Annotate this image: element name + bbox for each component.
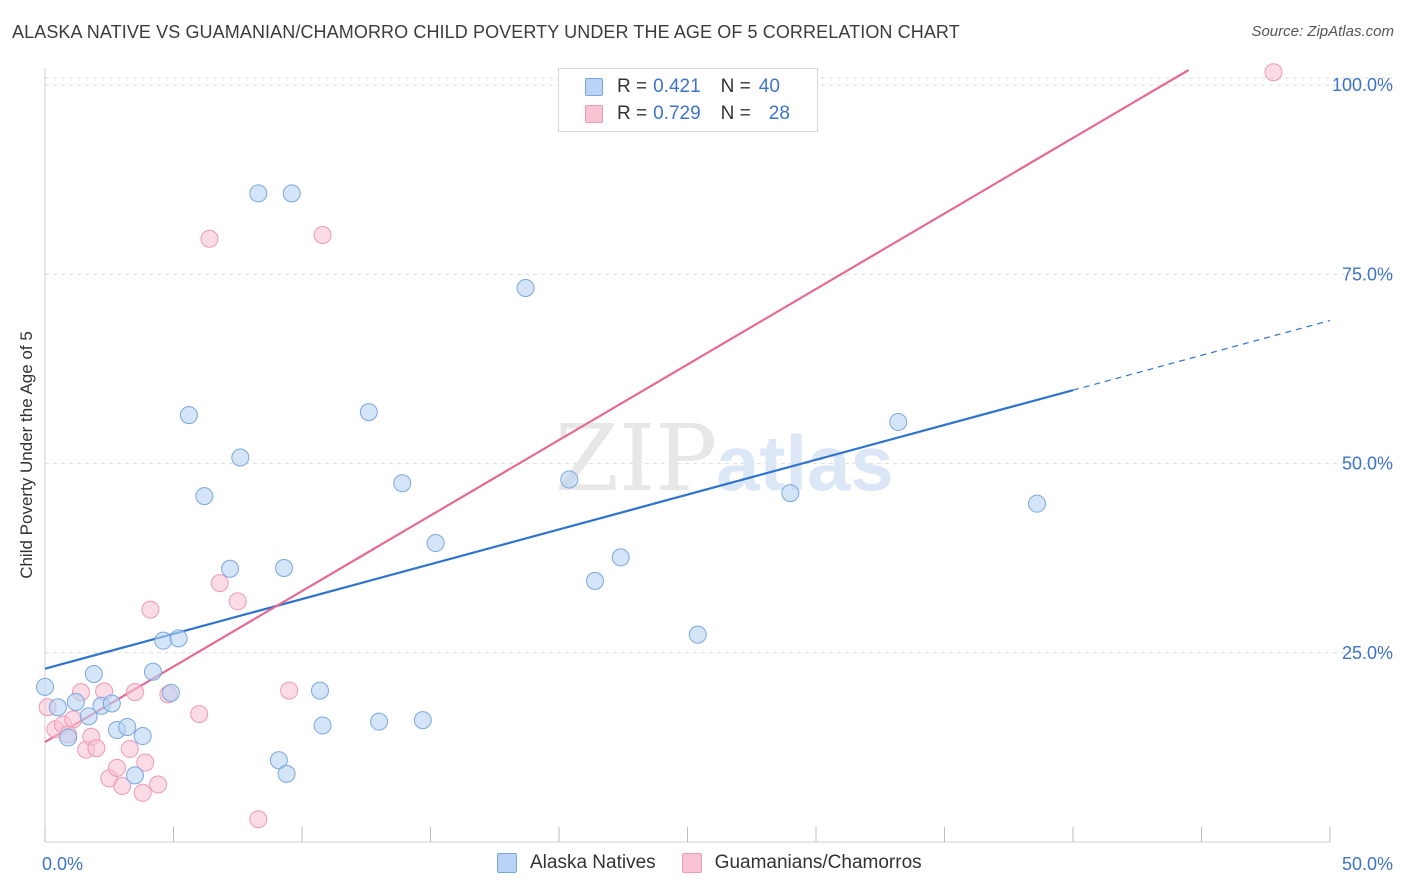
legend: R = 0.421 N = 40 R = 0.729 N = 28	[558, 68, 818, 132]
data-point-alaska-natives	[516, 278, 535, 297]
legend-r-label: R =	[617, 76, 648, 97]
series-swatch-blue	[497, 853, 517, 873]
data-point-alaska-natives	[36, 677, 54, 696]
data-point-alaska-natives	[611, 548, 630, 567]
data-point-alaska-natives	[393, 474, 412, 493]
data-point-alaska-natives	[102, 694, 121, 713]
data-point-guamanians	[1264, 63, 1283, 82]
y-tick-label: 50.0%	[1342, 454, 1393, 474]
data-point-alaska-natives	[125, 766, 144, 785]
data-point-guamanians	[149, 775, 168, 794]
data-point-alaska-natives	[133, 727, 152, 746]
data-point-alaska-natives	[249, 184, 268, 203]
legend-swatch-blue	[585, 78, 603, 96]
legend-n-value: 28	[768, 103, 790, 124]
source-label: Source: ZipAtlas.com	[1251, 23, 1394, 40]
tick-labels: 25.0% 50.0% 75.0% 100.0% 0.0% 50.0%	[42, 75, 1393, 874]
data-point-alaska-natives	[169, 629, 188, 648]
data-point-alaska-natives	[585, 571, 604, 590]
x-tick-label: 0.0%	[42, 854, 83, 874]
legend-r-value: 0.421	[653, 76, 701, 97]
data-point-alaska-natives	[275, 559, 294, 578]
series-swatch-pink	[681, 853, 702, 873]
y-axis-label: Child Poverty Under the Age of 5	[17, 331, 36, 579]
data-point-guamanians	[228, 592, 247, 611]
data-point-alaska-natives	[59, 728, 78, 747]
points-layer	[36, 63, 1283, 829]
series-legend-label: Alaska Natives	[530, 852, 656, 873]
data-point-alaska-natives	[221, 559, 240, 578]
data-point-guamanians	[249, 810, 268, 829]
data-point-alaska-natives	[118, 717, 137, 736]
data-point-guamanians	[136, 753, 155, 772]
data-point-alaska-natives	[179, 406, 198, 425]
y-tick-label: 75.0%	[1342, 264, 1393, 284]
watermark: ZIP atlas	[555, 405, 894, 512]
data-point-alaska-natives	[48, 698, 67, 717]
data-point-guamanians	[64, 710, 83, 729]
data-point-alaska-natives	[282, 184, 301, 203]
legend-row-alaska-natives: R = 0.421 N = 40	[585, 74, 780, 100]
data-point-alaska-natives	[688, 625, 707, 644]
legend-r-value: 0.729	[653, 103, 701, 124]
data-point-alaska-natives	[426, 534, 445, 553]
y-tick-label: 25.0%	[1342, 643, 1393, 663]
data-point-alaska-natives	[889, 412, 908, 431]
data-point-alaska-natives	[231, 448, 250, 467]
legend-n-label: N =	[720, 103, 751, 124]
data-point-alaska-natives	[1028, 494, 1047, 513]
data-point-alaska-natives	[269, 751, 288, 770]
data-point-alaska-natives	[359, 403, 378, 422]
legend-n-label: N =	[720, 76, 751, 97]
data-point-alaska-natives	[66, 692, 85, 711]
data-point-guamanians	[87, 739, 106, 758]
data-point-alaska-natives	[277, 764, 296, 783]
watermark-zip: ZIP	[555, 405, 717, 512]
legend-swatch-pink	[585, 105, 603, 123]
trend-line-alaska-natives	[44, 389, 1074, 670]
series-legend: Alaska Natives Guamanians/Chamorros	[497, 852, 948, 874]
data-point-alaska-natives	[560, 470, 579, 489]
data-point-alaska-natives	[154, 631, 173, 650]
data-point-alaska-natives	[370, 712, 389, 731]
data-point-alaska-natives	[195, 487, 214, 506]
data-point-guamanians	[190, 705, 209, 724]
data-point-alaska-natives	[313, 716, 332, 735]
data-point-guamanians	[107, 758, 126, 777]
data-point-guamanians	[200, 229, 219, 248]
data-point-guamanians	[113, 776, 132, 795]
data-point-guamanians	[313, 225, 332, 244]
series-legend-guamanians[interactable]: Guamanians/Chamorros	[681, 852, 922, 874]
data-point-alaska-natives	[781, 484, 800, 503]
legend-n-value: 40	[758, 76, 780, 97]
chart-title: ALASKA NATIVE VS GUAMANIAN/CHAMORRO CHIL…	[12, 22, 960, 42]
data-point-alaska-natives	[413, 711, 432, 730]
data-point-guamanians	[280, 681, 299, 700]
series-legend-alaska-natives[interactable]: Alaska Natives	[497, 852, 656, 874]
y-tick-label: 100.0%	[1332, 75, 1393, 95]
trend-line-guamanians	[44, 69, 1190, 744]
data-point-alaska-natives	[79, 707, 98, 726]
data-point-guamanians	[141, 600, 160, 619]
series-legend-label: Guamanians/Chamorros	[714, 852, 922, 873]
grid-layer	[45, 77, 1392, 654]
trend-line-alaska-natives-extension	[1072, 319, 1331, 391]
data-point-alaska-natives	[161, 683, 180, 702]
legend-row-guamanians: R = 0.729 N = 28	[585, 101, 790, 127]
trend-layer	[44, 69, 1331, 744]
data-point-alaska-natives	[84, 664, 103, 683]
data-point-guamanians	[120, 739, 139, 758]
legend-r-label: R =	[617, 103, 648, 124]
data-point-guamanians	[125, 683, 144, 702]
x-tick-label: 50.0%	[1342, 854, 1393, 874]
data-point-alaska-natives	[310, 681, 329, 700]
data-point-alaska-natives	[143, 662, 162, 681]
data-point-guamanians	[210, 574, 229, 593]
data-point-guamanians	[133, 783, 152, 802]
